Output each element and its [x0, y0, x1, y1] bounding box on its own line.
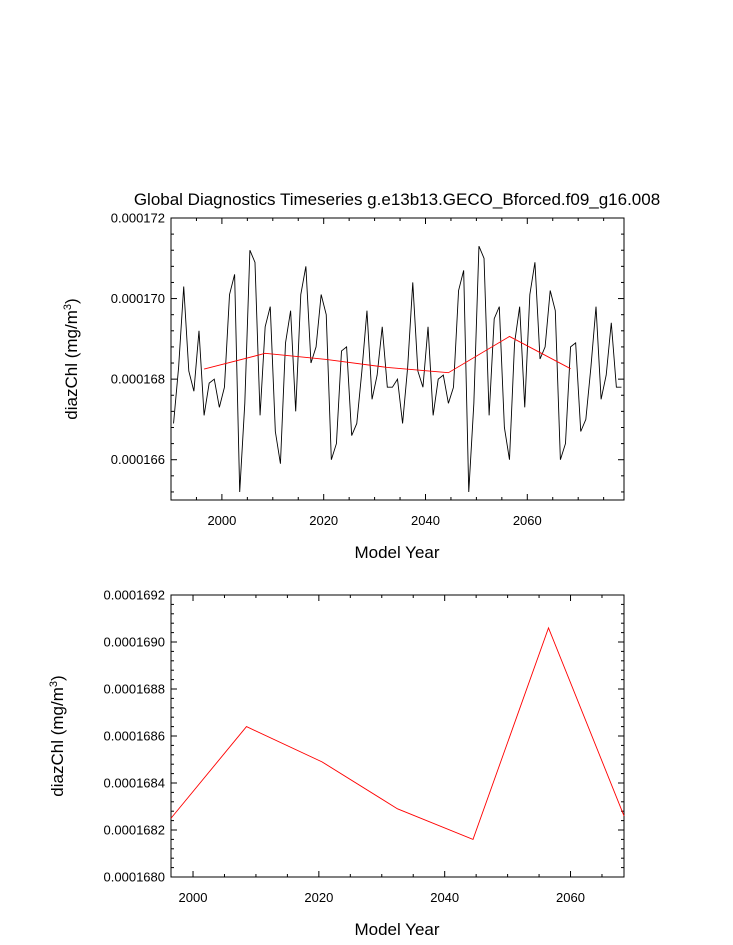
y-tick-label: 0.0001680: [104, 870, 165, 885]
y-tick-labels: 0.000166 0.000168 0.000170 0.000172: [111, 211, 165, 468]
y-tick-label: 0.0001682: [104, 823, 165, 838]
x-tick-label: 2040: [411, 513, 440, 528]
y-tick-label: 0.000168: [111, 372, 165, 387]
x-tick-label: 2000: [207, 513, 236, 528]
x-tick-label: 2020: [304, 890, 333, 905]
series-line-annual: [170, 626, 625, 840]
x-tick-labels: 2000 2020 2040 2060: [179, 890, 585, 905]
x-axis-label: Model Year: [354, 920, 439, 939]
y-axis-label: diazChl (mg/m3): [62, 298, 81, 419]
y-tick-label: 0.0001686: [104, 729, 165, 744]
minor-ticks: [170, 218, 624, 500]
x-tick-labels: 2000 2020 2040 2060: [207, 513, 541, 528]
minor-ticks: [171, 595, 624, 877]
major-ticks: [171, 594, 624, 878]
x-tick-label: 2040: [430, 890, 459, 905]
y-tick-label: 0.000170: [111, 291, 165, 306]
y-tick-label: 0.0001688: [104, 682, 165, 697]
y-tick-label: 0.000172: [111, 211, 165, 226]
y-axis-label: diazChl (mg/m3): [48, 675, 67, 796]
series-line-monthly: [173, 246, 622, 492]
series-line-annual: [203, 335, 571, 374]
chart-title: Global Diagnostics Timeseries g.e13b13.G…: [134, 190, 660, 209]
timeseries-panel: Global Diagnostics Timeseries g.e13b13.G…: [62, 190, 660, 562]
y-tick-label: 0.0001690: [104, 635, 165, 650]
y-tick-label: 0.0001684: [104, 776, 165, 791]
x-tick-label: 2060: [513, 513, 542, 528]
y-tick-label: 0.000166: [111, 452, 165, 467]
x-tick-label: 2060: [556, 890, 585, 905]
x-axis-label: Model Year: [354, 543, 439, 562]
y-tick-labels: 0.0001680 0.0001682 0.0001684 0.0001686 …: [104, 588, 165, 885]
plot-frame: [170, 217, 625, 501]
annual-mean-panel: 0.0001680 0.0001682 0.0001684 0.0001686 …: [48, 588, 625, 939]
y-tick-label: 0.0001692: [104, 588, 165, 603]
x-tick-label: 2020: [309, 513, 338, 528]
major-ticks: [171, 217, 624, 500]
x-tick-label: 2000: [179, 890, 208, 905]
